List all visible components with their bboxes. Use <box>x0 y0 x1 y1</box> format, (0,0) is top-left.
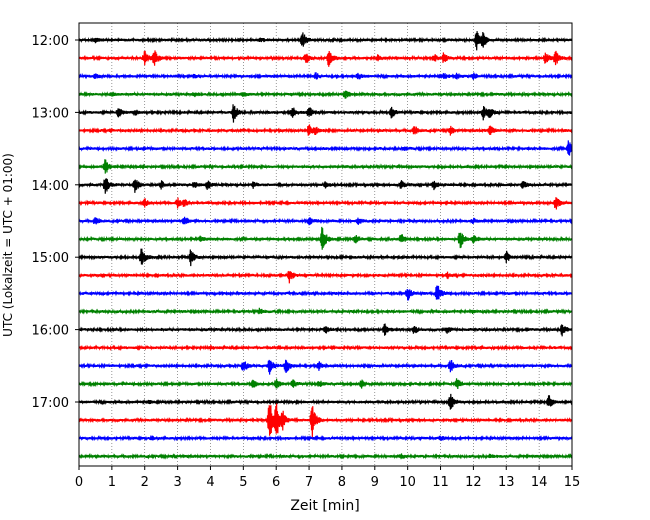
x-tick-label: 8 <box>338 475 346 490</box>
trace-1745 <box>78 452 573 460</box>
trace-1215 <box>78 50 573 67</box>
x-tick-label: 13 <box>498 475 515 490</box>
trace-1345 <box>78 159 573 174</box>
trace-1315 <box>78 124 573 136</box>
trace-1300 <box>78 104 573 123</box>
trace-1730 <box>78 434 573 442</box>
trace-1230 <box>78 72 573 80</box>
y-tick-label: 12:00 <box>32 34 69 49</box>
x-tick-label: 12 <box>465 475 482 490</box>
trace-1630 <box>78 359 573 375</box>
trace-1715 <box>78 403 573 438</box>
trace-1245 <box>78 90 573 99</box>
trace-1430 <box>78 216 573 226</box>
y-tick-label: 14:00 <box>32 179 69 194</box>
trace-1415 <box>78 197 573 210</box>
x-tick-label: 15 <box>564 475 581 490</box>
x-tick-label: 11 <box>432 475 449 490</box>
x-axis-label: Zeit [min] <box>290 498 359 514</box>
trace-1615 <box>78 344 573 352</box>
x-tick-label: 6 <box>272 475 280 490</box>
trace-1200 <box>78 31 573 51</box>
trace-1330 <box>78 140 573 156</box>
y-tick-label: 17:00 <box>32 396 69 411</box>
trace-1700 <box>78 393 573 410</box>
x-tick-label: 5 <box>239 475 247 490</box>
trace-1400 <box>78 178 573 194</box>
x-axis-ticks: 0 1 2 3 4 5 6 7 8 9 10 11 12 13 14 15 <box>75 466 580 490</box>
x-tick-label: 4 <box>206 475 214 490</box>
grid-lines <box>111 23 540 466</box>
x-tick-label: 3 <box>173 475 181 490</box>
x-tick-label: 9 <box>371 475 379 490</box>
y-axis-ticks: 12:00 13:00 14:00 15:00 16:00 17:00 <box>32 34 79 411</box>
trace-1600 <box>78 323 573 337</box>
trace-1515 <box>78 270 573 284</box>
trace-1545 <box>78 307 573 315</box>
x-tick-label: 2 <box>141 475 149 490</box>
y-tick-label: 13:00 <box>32 106 69 121</box>
y-axis-label: UTC (Lokalzeit = UTC + 01:00) <box>1 153 15 337</box>
x-tick-label: 14 <box>531 475 548 490</box>
traces <box>78 31 573 460</box>
x-tick-label: 7 <box>305 475 313 490</box>
plot-frame <box>78 22 573 467</box>
trace-1445 <box>78 226 573 250</box>
trace-1645 <box>78 378 573 389</box>
y-tick-label: 15:00 <box>32 251 69 266</box>
x-tick-label: 1 <box>108 475 116 490</box>
trace-1500 <box>78 248 573 267</box>
y-tick-label: 16:00 <box>32 324 69 339</box>
x-tick-label: 0 <box>75 475 83 490</box>
x-tick-label: 10 <box>399 475 416 490</box>
trace-1530 <box>78 285 573 301</box>
